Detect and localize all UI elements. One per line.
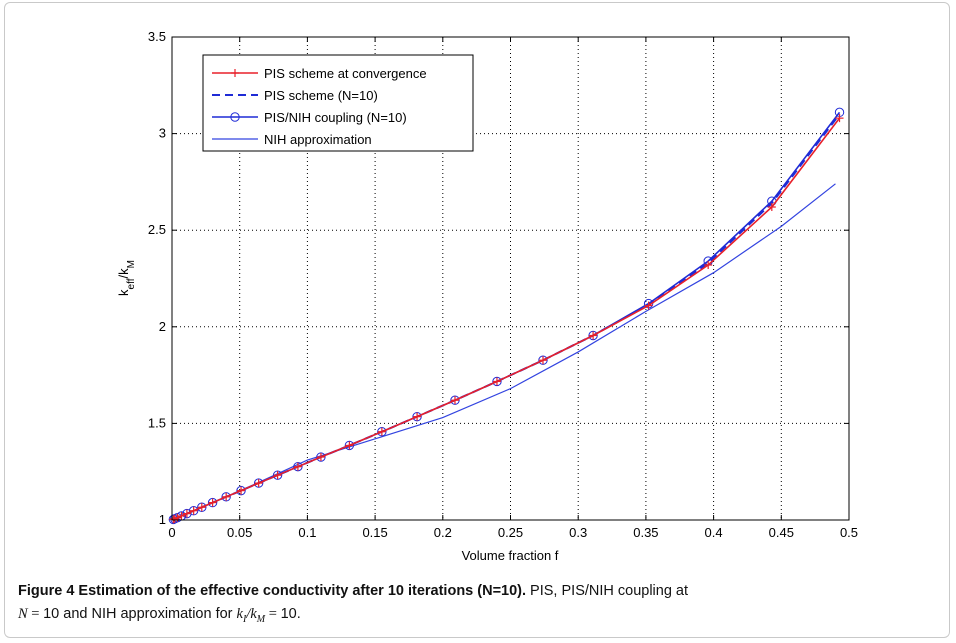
data-point-circle: [236, 485, 246, 496]
data-point-plus: [835, 114, 844, 123]
legend-label: PIS/NIH coupling (N=10): [264, 110, 407, 125]
caption-title: Figure 4 Estimation of the effective con…: [18, 583, 527, 599]
legend-label: PIS scheme at convergence: [264, 66, 427, 81]
x-tick-label: 0.05: [227, 525, 252, 540]
legend-label: PIS scheme (N=10): [264, 88, 378, 103]
data-point-plus: [208, 498, 217, 507]
data-point-plus: [589, 331, 598, 340]
data-point-plus: [345, 441, 354, 450]
data-point-circle: [588, 330, 598, 341]
data-point-circle: [344, 440, 355, 451]
y-tick-label: 1.5: [148, 415, 166, 430]
data-point-circle: [492, 376, 502, 387]
data-point-circle: [412, 411, 422, 422]
data-point-plus: [644, 301, 653, 310]
data-point-circle: [377, 427, 387, 437]
data-point-plus: [413, 412, 422, 421]
data-point-circle: [293, 461, 303, 472]
y-axis-title-base: k: [116, 289, 131, 296]
caption-math-k-eq: =: [265, 606, 281, 622]
data-point-circle: [207, 497, 218, 508]
legend-entry: PIS scheme (N=10): [212, 88, 378, 103]
data-point-plus: [492, 377, 501, 386]
caption-text-3: 10.: [280, 606, 301, 622]
legend: PIS scheme at convergence PIS scheme (N=1…: [202, 54, 474, 152]
data-point-plus: [237, 486, 246, 495]
x-tick-label: 0.45: [769, 525, 794, 540]
chart: 0 0.05 0.1 0.15 0.2 0.25 0.3 0.35 0.4 0.45 0.5 1 1.5…: [116, 29, 858, 563]
data-point-plus: [704, 260, 713, 269]
caption-math-n-eq: =: [27, 606, 44, 622]
caption-text-1: PIS, PIS/NIH coupling at: [526, 583, 689, 599]
caption-text-2: 10 and NIH approximation for: [43, 606, 237, 622]
x-tick-label: 0: [168, 525, 175, 540]
series-layer: [168, 107, 845, 525]
data-point-plus: [377, 427, 386, 436]
data-point-plus: [254, 479, 263, 488]
legend-entry: PIS/NIH coupling (N=10): [212, 110, 407, 125]
caption-math-k-sub: I: [242, 613, 247, 625]
figure-caption: Figure 4 Estimation of the effective con…: [18, 580, 938, 631]
data-point-circle: [197, 502, 207, 512]
data-point-plus: [273, 471, 282, 480]
data-point-plus: [293, 462, 302, 471]
caption-math-k-sep: /k: [246, 606, 257, 622]
data-point-circle: [182, 508, 192, 519]
data-point-plus: [197, 503, 206, 512]
data-point-circle: [450, 395, 460, 405]
data-point-plus: [767, 203, 776, 212]
legend-label: NIH approximation: [264, 132, 372, 147]
legend-box: [202, 54, 474, 152]
x-tick-label: 0.5: [840, 525, 858, 540]
data-point-plus: [538, 356, 547, 365]
x-tick-label: 0.25: [498, 525, 523, 540]
x-tick-label: 0.1: [298, 525, 316, 540]
legend-entry: PIS scheme at convergence: [212, 66, 427, 81]
x-tick-label: 0.15: [362, 525, 387, 540]
data-point-circle: [221, 492, 231, 502]
data-point-plus: [450, 396, 459, 405]
x-tick-label: 0.3: [569, 525, 587, 540]
data-point-plus: [189, 506, 198, 515]
caption-math-k: k: [236, 606, 243, 622]
legend-entry: NIH approximation: [212, 132, 372, 147]
data-point-circle: [188, 506, 199, 516]
y-tick-label: 1: [159, 512, 166, 527]
y-tick-label: 3.5: [148, 29, 166, 44]
ticks: 0 0.05 0.1 0.15 0.2 0.25 0.3 0.35 0.4 0.45 0.5 1 1.5…: [148, 29, 858, 540]
x-axis-title: Volume fraction f: [462, 548, 559, 563]
data-point-circle: [253, 478, 264, 488]
caption-math-n: N: [18, 606, 28, 622]
x-tick-label: 0.4: [705, 525, 723, 540]
legend-swatch-marker: [230, 112, 240, 122]
x-tick-label: 0.35: [633, 525, 658, 540]
data-point-circle: [538, 355, 548, 365]
data-point-circle: [316, 452, 326, 462]
data-point-circle: [272, 470, 283, 480]
y-axis-title: keff/kM: [116, 260, 137, 296]
y-tick-label: 3: [159, 126, 166, 141]
caption-math-k-sub2: M: [256, 613, 266, 625]
data-point-plus: [182, 509, 191, 518]
y-axis-title-sub1: eff: [126, 278, 137, 289]
data-point-plus: [177, 511, 186, 520]
y-tick-label: 2.5: [148, 222, 166, 237]
y-axis-title-sep: /k: [116, 268, 131, 279]
data-point-plus: [222, 492, 231, 501]
x-tick-label: 0.2: [434, 525, 452, 540]
data-point-plus: [316, 453, 325, 462]
series-line-3: [171, 183, 836, 521]
y-tick-label: 2: [159, 319, 166, 334]
y-axis-title-sub2: M: [126, 260, 137, 268]
